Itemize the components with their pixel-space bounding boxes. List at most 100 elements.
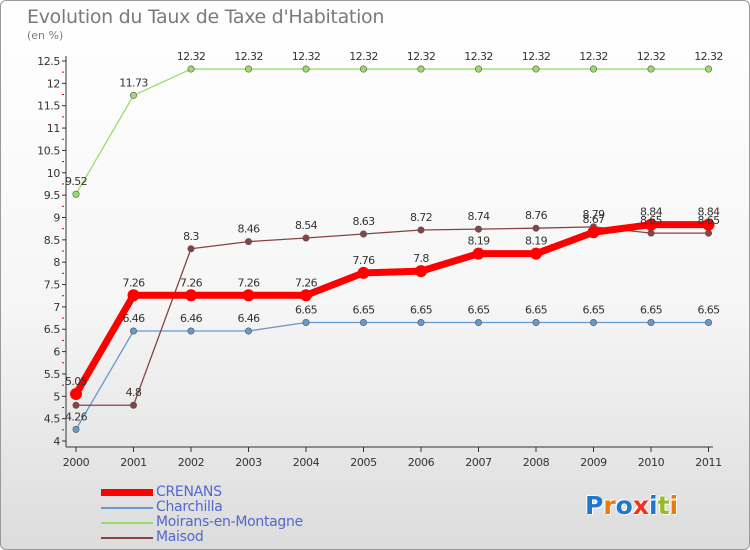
data-point-charchilla [359,319,367,327]
data-label-charchilla: 6.65 [640,304,663,317]
data-point-crenans [415,265,427,278]
data-label-charchilla: 6.65 [467,304,490,317]
data-label-moirans-en-montagne: 12.32 [522,50,551,63]
data-point-charchilla [130,327,138,335]
data-point-maisod [302,234,310,242]
data-label-maisod: 8.76 [525,209,548,222]
data-label-moirans-en-montagne: 12.32 [407,50,436,63]
data-label-charchilla: 6.46 [122,312,145,325]
data-label-crenans: 7.26 [295,276,318,289]
data-label-moirans-en-montagne: 12.32 [694,50,723,63]
y-tick-label: 5 [53,390,60,403]
data-point-charchilla [704,319,712,327]
data-point-charchilla [417,319,425,327]
data-label-crenans: 8.19 [467,235,490,248]
data-label-moirans-en-montagne: 11.73 [119,76,148,89]
data-point-moirans-en-montagne [302,65,310,73]
data-point-maisod [704,229,712,237]
x-tick-label: 2008 [523,456,550,469]
y-tick-label: 12 [47,77,60,90]
data-label-crenans: 8.84 [640,206,663,219]
logo-letter: t [657,491,670,520]
x-tick-label: 2001 [120,456,146,469]
x-tick-label: 2005 [350,456,377,469]
data-point-charchilla [647,319,655,327]
data-point-crenans [472,247,485,260]
logo-letter: x [632,491,649,520]
legend-label-maisod: Maisod [156,529,204,545]
y-tick-label: 10 [47,167,61,180]
data-label-moirans-en-montagne: 12.32 [349,50,378,63]
data-point-crenans [530,247,542,260]
data-point-moirans-en-montagne [704,65,712,73]
y-tick-label: 7 [53,301,60,314]
y-tick-label: 12.5 [37,55,60,68]
series-line-crenans [72,221,712,398]
data-point-maisod [532,224,540,232]
y-tick-label: 9.5 [44,189,61,202]
data-label-moirans-en-montagne: 12.32 [464,50,493,63]
proxiti-logo: Proxiti [585,491,678,520]
data-point-maisod [187,245,195,253]
data-label-moirans-en-montagne: 12.32 [579,50,608,63]
data-point-crenans [357,266,370,279]
y-tick-label: 9 [53,211,60,224]
data-point-crenans [185,289,197,302]
data-point-maisod [647,229,655,237]
y-tick-label: 4.5 [44,413,61,426]
data-point-charchilla [245,327,253,335]
data-label-maisod: 8.65 [640,214,663,227]
logo-letter: i [649,491,658,520]
data-label-crenans: 7.26 [180,276,203,289]
data-point-moirans-en-montagne [72,190,80,198]
y-tick-label: 8.5 [44,234,61,247]
chart-unit-label: (en %) [27,29,64,42]
data-point-moirans-en-montagne [417,65,425,73]
data-point-crenans [587,226,600,239]
data-label-crenans: 8.19 [525,235,548,248]
data-label-maisod: 8.72 [410,211,432,224]
data-point-charchilla [589,319,597,327]
data-label-charchilla: 6.46 [237,312,260,325]
data-label-maisod: 8.79 [582,208,605,221]
legend-label-crenans: CRENANS [156,484,222,500]
x-tick-label: 2004 [293,456,320,469]
logo-letter: i [669,491,679,520]
data-point-crenans [702,218,715,231]
legend-swatch-maisod [101,537,153,539]
data-label-maisod: 4.8 [126,386,142,399]
data-label-charchilla: 6.46 [180,312,203,325]
data-label-maisod: 8.46 [237,223,260,236]
legend-swatch-crenans [101,489,153,496]
data-label-maisod: 8.74 [467,210,490,223]
y-tick-label: 8 [53,256,60,269]
x-tick-label: 2010 [638,456,665,469]
data-label-moirans-en-montagne: 12.32 [637,50,666,63]
data-point-charchilla [474,319,482,327]
legend-label-charchilla: Charchilla [156,499,223,515]
data-label-maisod: 8.3 [183,230,199,243]
data-point-moirans-en-montagne [532,65,540,73]
y-tick-label: 7.5 [44,279,61,292]
y-tick-label: 6.5 [44,323,61,336]
y-tick-label: 11.5 [37,100,60,113]
data-point-charchilla [72,425,80,433]
data-point-crenans [645,218,657,231]
data-point-crenans [242,289,255,302]
data-point-maisod [359,230,367,238]
x-tick-label: 2011 [695,456,721,469]
data-label-charchilla: 6.65 [352,304,375,317]
chart-title: Evolution du Taux de Taxe d'Habitation [27,6,385,28]
data-label-charchilla: 4.26 [65,410,88,423]
y-tick-label: 5.5 [44,368,61,381]
data-point-moirans-en-montagne [187,65,195,73]
series-line-charchilla [75,321,710,431]
data-label-moirans-en-montagne: 12.32 [234,50,263,63]
y-tick-label: 4 [53,435,60,448]
logo-letter: r [603,491,616,520]
data-point-maisod [130,401,138,409]
series-line-maisod [75,226,710,406]
data-point-moirans-en-montagne [474,65,482,73]
x-tick-label: 2007 [465,456,492,469]
data-label-moirans-en-montagne: 12.32 [177,50,206,63]
